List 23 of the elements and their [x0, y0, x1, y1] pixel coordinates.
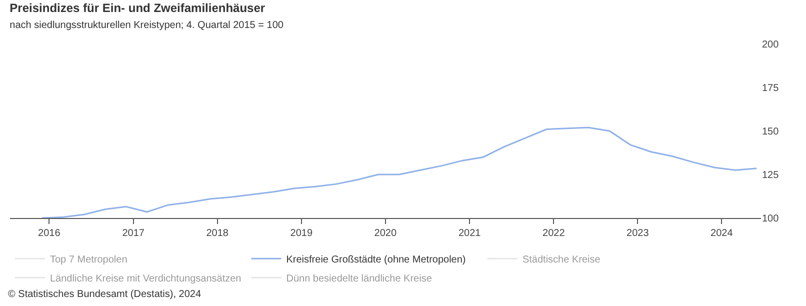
legend-label: Kreisfreie Großstädte (ohne Metropolen)	[286, 254, 466, 266]
y-tick-label: 175	[762, 83, 780, 94]
y-tick-label: 125	[762, 170, 780, 181]
x-tick-label: 2016	[38, 228, 61, 239]
x-tick-label: 2018	[206, 228, 229, 239]
x-tick-label: 2022	[542, 228, 566, 239]
legend-label: Top 7 Metropolen	[50, 254, 128, 266]
chart-title: Preisindizes für Ein- und Zweifamilienhäuser	[10, 1, 266, 16]
chart-subtitle: nach siedlungsstrukturellen Kreistypen; 4. Quartal 2015 = 100	[10, 20, 284, 31]
x-tick-label: 2023	[626, 228, 650, 239]
x-tick-label: 2020	[374, 228, 397, 239]
x-tick-label: 2017	[122, 228, 145, 239]
text: © Statistisches Bundesamt (Destatis), 2024	[8, 289, 202, 300]
y-tick-label: 100	[762, 214, 780, 224]
legend-label: Ländliche Kreise mit Verdichtungsansätzen	[50, 274, 242, 284]
legend-label: Städtische Kreise	[522, 254, 601, 266]
y-tick-label: 200	[762, 40, 780, 50]
x-tick-label: 2024	[710, 228, 734, 239]
x-tick-label: 2021	[458, 228, 482, 239]
line-series	[41, 126, 758, 218]
x-tick-label: 2019	[290, 228, 313, 239]
legend-label: Dünn besiedelte ländliche Kreise	[286, 274, 432, 284]
y-tick-label: 150	[762, 126, 780, 138]
